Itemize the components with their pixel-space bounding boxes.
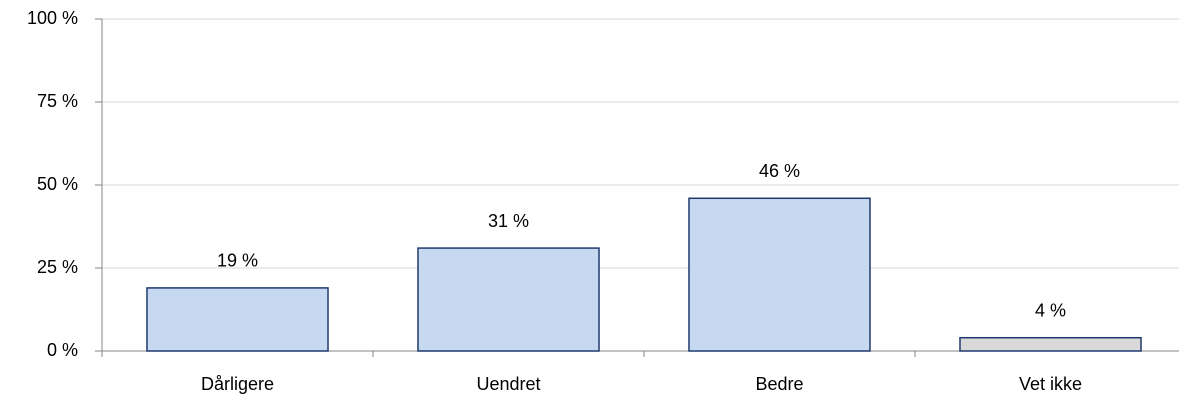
bar: [417, 247, 600, 352]
value-label: 4 %: [1035, 300, 1066, 320]
y-tick-label: 0 %: [47, 340, 78, 360]
x-tick-label: Bedre: [755, 374, 803, 394]
x-tick-label: Dårligere: [201, 374, 274, 394]
bar: [959, 336, 1142, 352]
value-label: 19 %: [217, 251, 258, 271]
y-tick-label: 75 %: [37, 91, 78, 111]
value-label: 46 %: [759, 161, 800, 181]
x-tick-label: Uendret: [476, 374, 540, 394]
x-tick-label: Vet ikke: [1019, 374, 1082, 394]
bar: [146, 287, 329, 352]
y-tick-label: 25 %: [37, 257, 78, 277]
y-tick-label: 100 %: [27, 8, 78, 28]
bar: [688, 197, 871, 352]
value-label: 31 %: [488, 211, 529, 231]
y-tick-label: 50 %: [37, 174, 78, 194]
